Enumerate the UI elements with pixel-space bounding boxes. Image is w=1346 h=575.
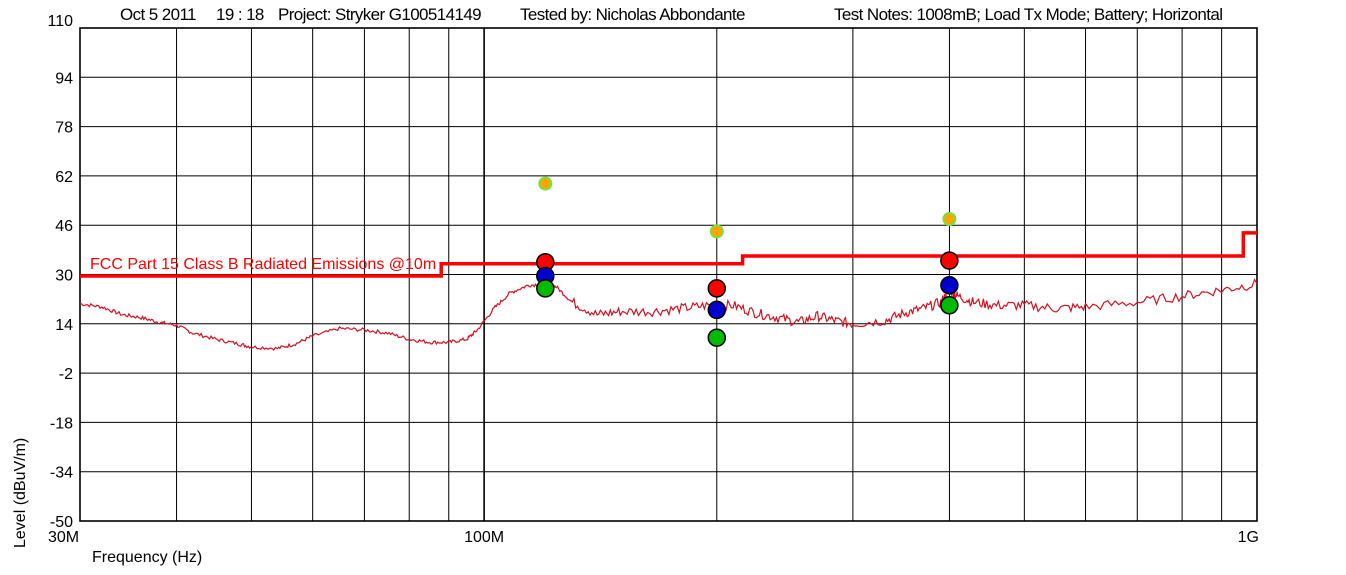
y-tick-label: 94 bbox=[55, 70, 73, 87]
marker-average bbox=[707, 300, 727, 320]
y-tick-label: -2 bbox=[59, 366, 73, 383]
y-tick-label: 46 bbox=[55, 218, 73, 235]
header-tested-by: Tested by: Nicholas Abbondante bbox=[520, 5, 745, 24]
y-tick-label: 62 bbox=[55, 169, 73, 186]
limit-line-label: FCC Part 15 Class B Radiated Emissions @… bbox=[90, 256, 436, 273]
x-axis-tick-labels: 30M 100M 1G bbox=[48, 529, 1259, 546]
marker-final bbox=[940, 296, 959, 315]
limit-line bbox=[80, 231, 1257, 278]
y-tick-label: -34 bbox=[50, 465, 73, 482]
y-tick-label: 14 bbox=[55, 317, 73, 334]
header-project: Project: Stryker G100514149 bbox=[278, 5, 481, 24]
x-tick-label: 100M bbox=[464, 529, 504, 546]
y-tick-label: 30 bbox=[55, 268, 73, 285]
x-tick-label: 1G bbox=[1238, 529, 1259, 546]
y-tick-label: -18 bbox=[50, 415, 73, 432]
marker-quasi-peak bbox=[940, 251, 959, 270]
x-tick-label: 30M bbox=[48, 529, 79, 546]
header-notes: Test Notes: 1008mB; Load Tx Mode; Batter… bbox=[834, 5, 1222, 24]
marker-peak bbox=[709, 224, 724, 239]
marker-peak bbox=[942, 212, 957, 226]
measurement-markers bbox=[536, 176, 959, 347]
y-tick-label: -50 bbox=[50, 514, 73, 531]
header-date: Oct 5 2011 bbox=[120, 5, 196, 24]
y-tick-label: 110 bbox=[47, 13, 73, 30]
y-axis-tick-labels: 110 94 78 62 46 30 14 -2 -18 -34 -50 bbox=[47, 13, 73, 531]
x-axis-title: Frequency (Hz) bbox=[92, 549, 202, 566]
header-time: 19 : 18 bbox=[216, 5, 264, 24]
y-tick-label: 78 bbox=[55, 120, 73, 137]
marker-final bbox=[536, 279, 555, 298]
marker-final bbox=[707, 328, 727, 347]
marker-peak bbox=[538, 176, 553, 191]
emission-trace bbox=[80, 278, 1258, 351]
marker-average bbox=[940, 276, 959, 295]
marker-quasi-peak bbox=[707, 279, 727, 298]
y-axis-title: Level (dBuV/m) bbox=[12, 438, 29, 548]
